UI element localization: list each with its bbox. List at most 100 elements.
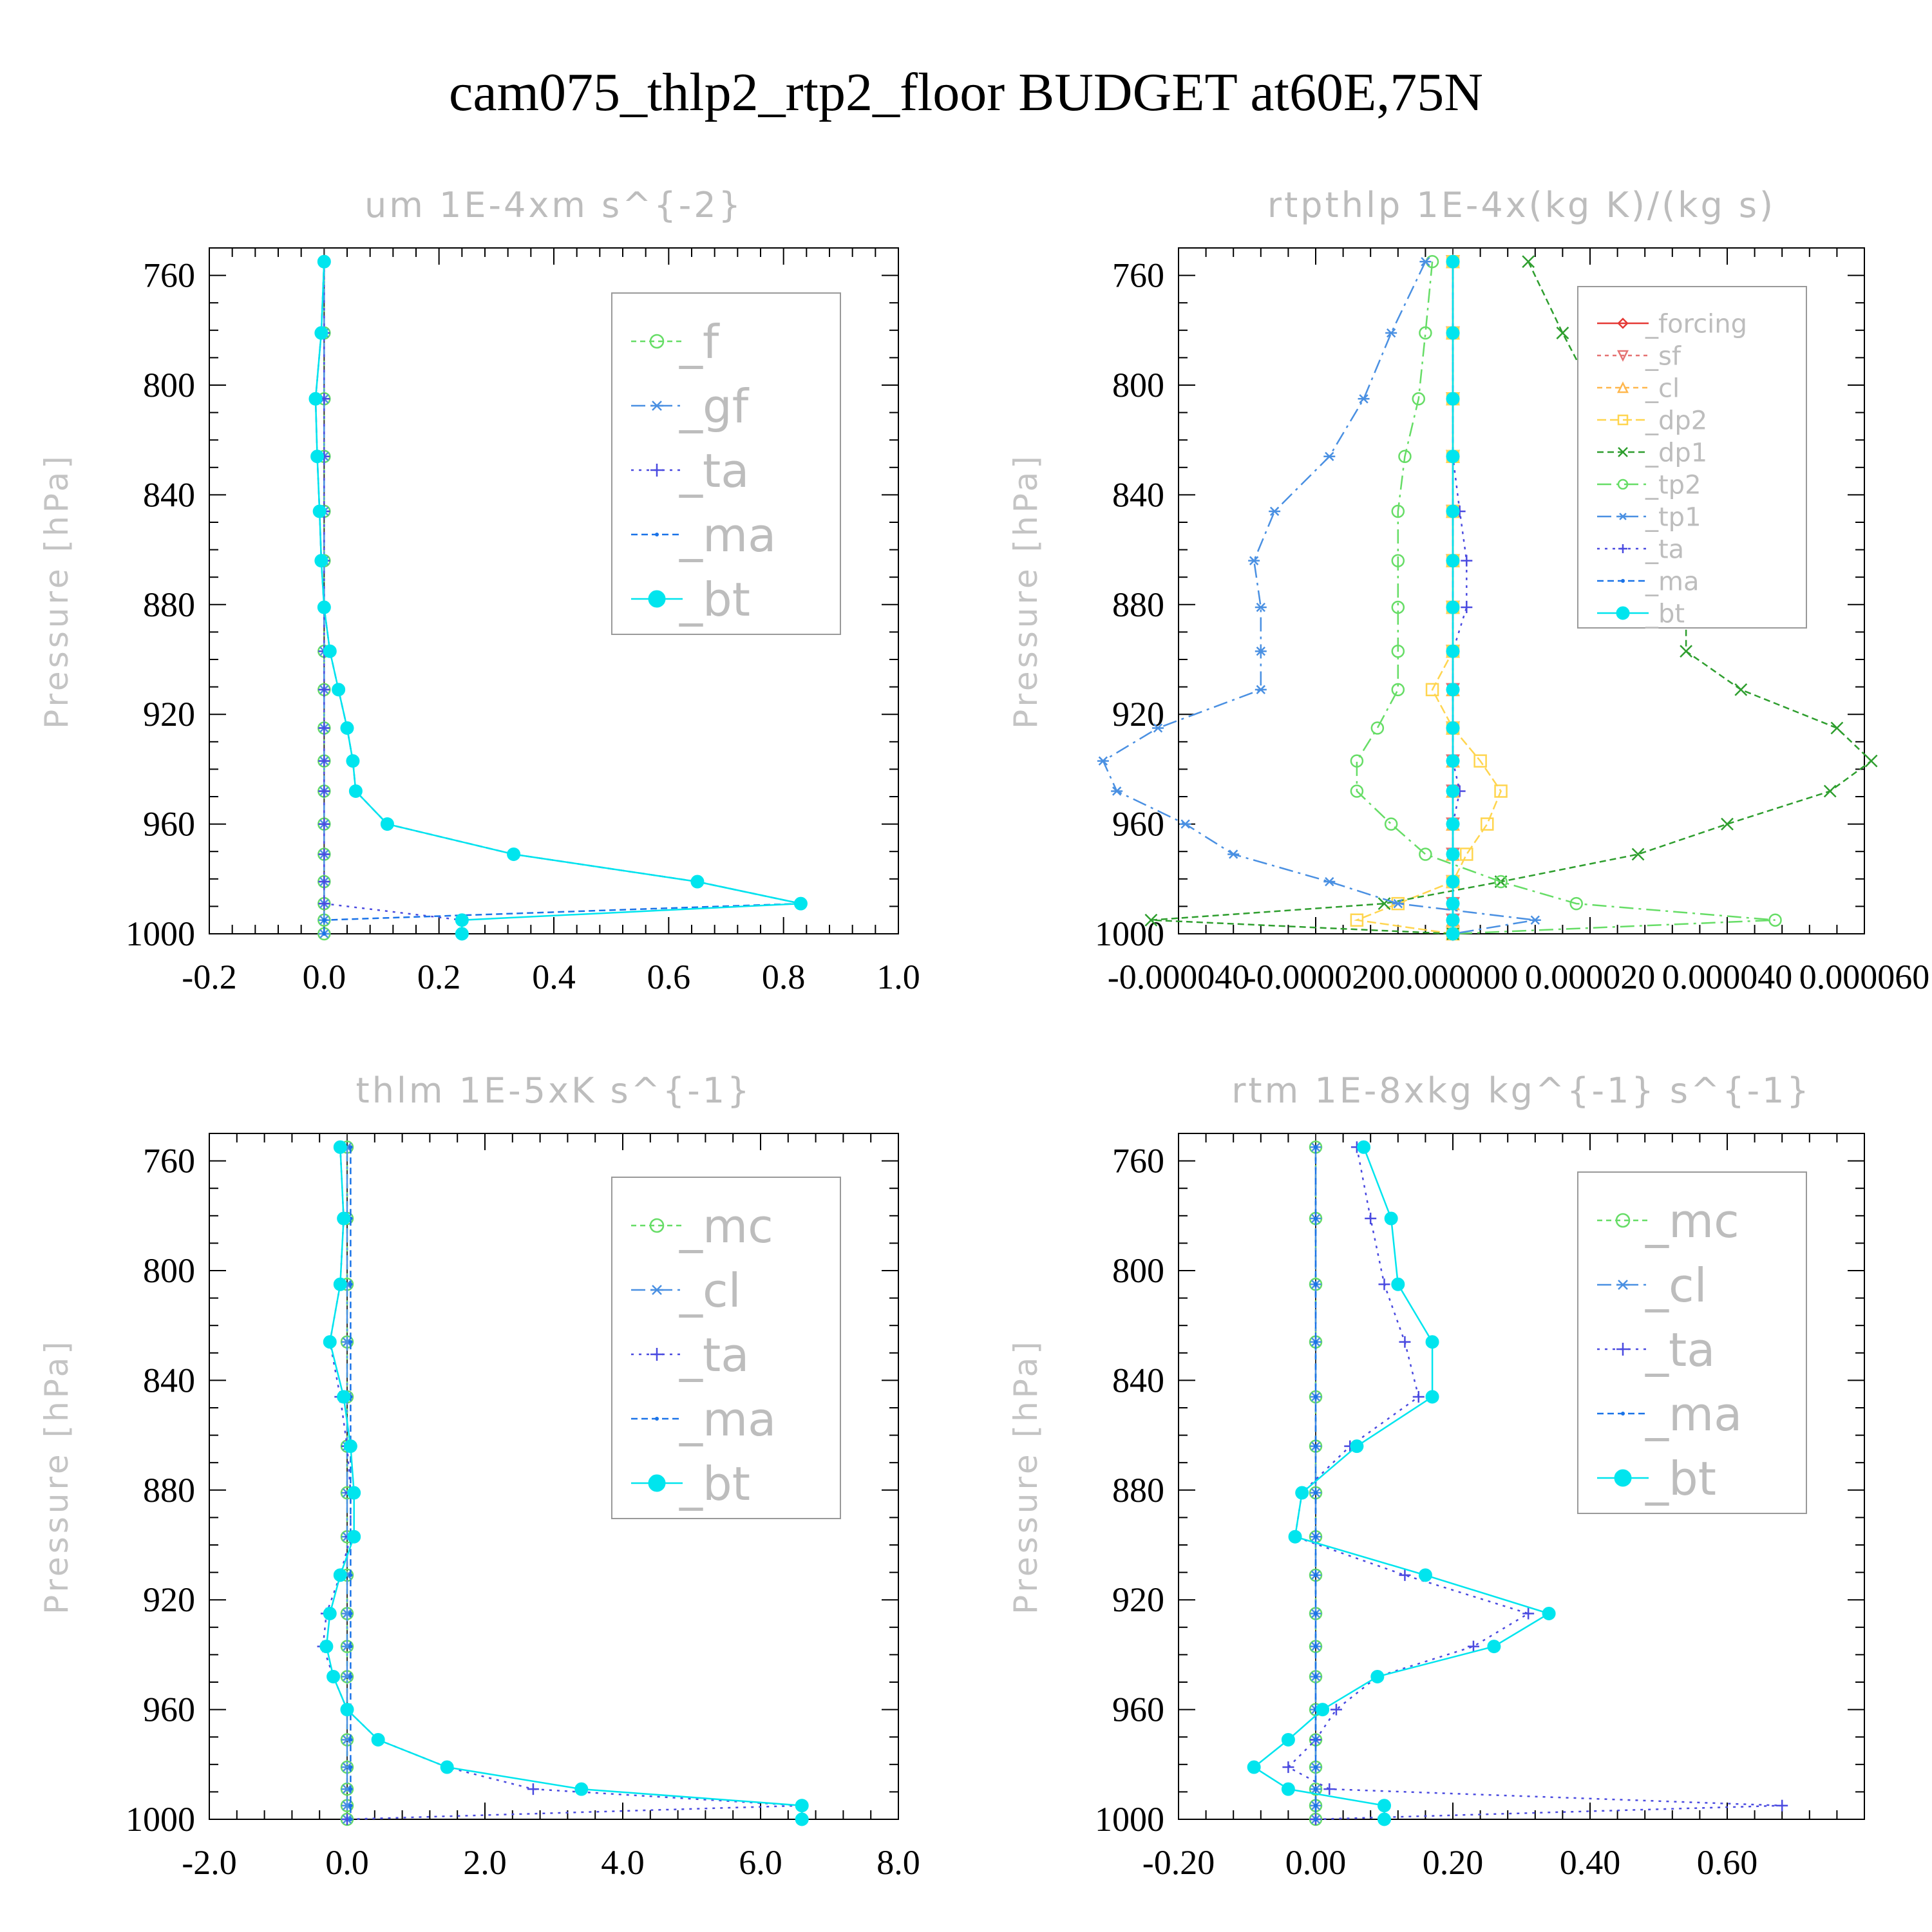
data-point [312,504,327,518]
data-point [1446,817,1460,831]
data-point [1314,1674,1318,1679]
data-point [1446,927,1460,941]
legend-item: _ma [631,1392,776,1446]
data-point [1365,1213,1377,1225]
y-tick-label: 1000 [126,1800,195,1839]
data-point [1314,1145,1318,1150]
data-point [1446,721,1460,735]
x-tick-label: 0.000020 [1525,958,1656,996]
data-point [317,254,331,269]
data-point [323,1607,337,1620]
data-point [337,1211,351,1226]
legend: _mc _cl _ta _ma _bt [611,1177,841,1519]
data-point [1314,1765,1318,1770]
x-tick-label: 0.000040 [1662,958,1793,996]
data-point [1481,817,1494,831]
data-point [1529,915,1541,925]
legend-label: _dp2 [1645,406,1707,435]
data-point [348,1340,353,1344]
y-tick-label: 960 [1112,1690,1164,1729]
data-point [795,1812,809,1826]
data-point [1391,644,1405,658]
data-point [1370,721,1385,735]
data-point [1494,784,1508,798]
legend-label: _bt [679,573,750,627]
legend-label: _dp1 [1645,438,1707,468]
data-point [1446,644,1460,658]
y-tick-label: 760 [143,256,195,295]
legend-label: _ma [679,508,776,562]
y-tick-label: 1000 [1095,1800,1164,1839]
data-point [527,1783,539,1795]
data-point [1461,554,1473,567]
data-point [318,755,330,767]
data-point [1768,913,1782,927]
x-tick-label: 0.000060 [1799,958,1930,996]
y-tick-label: 840 [1112,1361,1164,1399]
data-point [1384,817,1398,831]
y-tick-label: 960 [143,1690,195,1729]
legend-label: _bt [1645,599,1685,629]
x-tick-label: 0.0 [325,1843,369,1882]
x-tick-label: 0.000000 [1388,958,1519,996]
data-point [1425,1390,1439,1404]
data-point [1323,451,1336,461]
data-point [340,721,354,735]
legend-item: _cl [1597,1258,1707,1312]
legend-label: _ma [1645,567,1699,596]
legend-label: _forcing [1645,309,1747,339]
data-point [1391,600,1405,614]
series-ta [318,256,468,940]
x-tick-label: 0.60 [1697,1843,1758,1882]
data-point [1282,1761,1294,1774]
data-point [1255,602,1267,612]
legend-item: _bt [1597,599,1685,629]
legend-label: _tp2 [1645,470,1701,500]
data-point [1350,784,1364,798]
data-point [1281,1732,1295,1747]
legend-item: _bt [631,573,750,627]
data-point [1281,1782,1295,1796]
legend-item: _cl [631,1264,741,1318]
data-point [308,392,323,406]
data-point [1399,1569,1411,1581]
plot-frame [1178,1133,1865,1820]
legend-label: _ma [1645,1387,1742,1441]
series-bt [308,254,808,941]
data-point [507,847,521,861]
data-point [1179,819,1191,829]
y-axis-label: Pressure [hPa] [1007,453,1045,729]
legend-label: _bt [1645,1452,1716,1506]
data-point [380,817,394,831]
data-point [319,1640,334,1654]
data-point [1522,1607,1535,1620]
data-point [1446,554,1460,568]
data-point [1399,1336,1411,1348]
legend: _f _gf _ta _ma _bt [611,292,841,635]
data-point [1255,685,1267,695]
data-point [1391,504,1405,518]
legend-label: _f [679,315,720,369]
data-point [1473,754,1487,768]
panel-title: rtm 1E-8xkg kg^{-1} s^{-1} [1231,1070,1812,1111]
y-tick-label: 920 [143,1580,195,1619]
series-dp2 [1350,255,1508,941]
data-point [348,1282,353,1287]
data-point [1419,848,1432,861]
data-point [1460,848,1473,861]
data-point [1569,896,1583,911]
data-point [340,1703,354,1717]
legend-label: _cl [679,1264,741,1318]
legend-item: _sf [1597,341,1681,371]
series-line [314,261,801,934]
y-tick-label: 760 [1112,256,1164,295]
legend-item: _tp1 [1597,502,1701,532]
data-point [1461,601,1473,614]
x-tick-label: 6.0 [739,1843,782,1882]
data-point [690,875,705,889]
x-tick-label: 0.8 [762,958,806,996]
plot-frame [209,1133,899,1820]
data-point [318,818,330,830]
legend-label: _ta [679,1328,749,1382]
data-point [793,896,808,911]
